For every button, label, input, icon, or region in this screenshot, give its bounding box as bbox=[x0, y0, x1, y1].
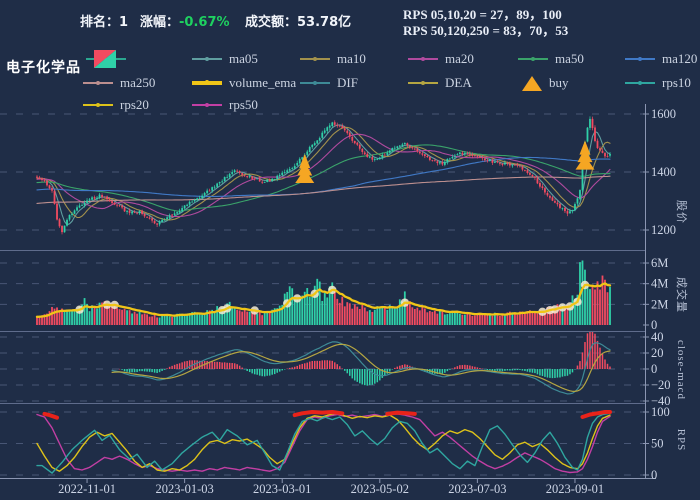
panel-title-price: 股价 bbox=[675, 200, 688, 224]
change-label: 涨幅：-0.67% bbox=[140, 15, 230, 30]
legend-item-rps50: rps50 bbox=[192, 96, 258, 114]
legend-label-volume_ema: volume_ema bbox=[229, 75, 297, 90]
legend-label-rps50: rps50 bbox=[229, 97, 258, 112]
legend-item-ma10: ma10 bbox=[300, 50, 366, 68]
buy-marker-icon bbox=[295, 154, 315, 184]
legend-label-DIF: DIF bbox=[337, 75, 358, 90]
y-tick-label: 4M bbox=[651, 277, 668, 291]
rps-summary-line1: RPS 05,10,20 = 27，89，100 bbox=[403, 7, 562, 22]
panel-title-rps: RPS bbox=[675, 429, 687, 452]
legend-label-ma20: ma20 bbox=[445, 51, 474, 66]
y-tick-label: −40 bbox=[651, 394, 671, 408]
x-tick-label: 2023-09-01 bbox=[546, 482, 604, 496]
legend-item-ma250: ma250 bbox=[83, 74, 155, 92]
legend-swatch-volume_ema bbox=[192, 80, 222, 85]
legend-item-ma120: ma120 bbox=[625, 50, 697, 68]
legend-swatch-rps10 bbox=[625, 81, 655, 85]
legend-item-ma05: ma05 bbox=[192, 50, 258, 68]
legend-label-ma120: ma120 bbox=[662, 51, 698, 66]
turnover-label: 成交额：53.78亿 bbox=[245, 15, 352, 30]
y-tick-label: 20 bbox=[651, 346, 664, 360]
rank-value: 1 bbox=[119, 15, 129, 30]
buy-marker-icon bbox=[575, 140, 595, 170]
legend-swatch-rps20 bbox=[83, 103, 113, 107]
legend-label-buy: buy bbox=[549, 75, 569, 90]
y-tick-label: 0 bbox=[651, 468, 657, 482]
y-tick-label: 0 bbox=[651, 362, 657, 376]
legend-label-rps20: rps20 bbox=[120, 97, 149, 112]
candlestick-legend-icon bbox=[86, 50, 126, 68]
legend-item-DIF: DIF bbox=[300, 74, 358, 92]
rank-label: 排名：1 bbox=[80, 15, 129, 30]
x-tick-label: 2022-11-01 bbox=[58, 482, 116, 496]
legend-label-ma05: ma05 bbox=[229, 51, 258, 66]
y-tick-label: 50 bbox=[651, 437, 664, 451]
turnover-value: 53.78亿 bbox=[297, 15, 352, 30]
legend-swatch-DEA bbox=[408, 81, 438, 85]
legend-label-rps10: rps10 bbox=[662, 75, 691, 90]
buy-triangle-icon bbox=[522, 75, 542, 91]
panel-title-volume: 成交量 bbox=[675, 277, 689, 313]
legend-swatch-ma250 bbox=[83, 81, 113, 85]
x-tick-label: 2023-03-01 bbox=[253, 482, 311, 496]
y-tick-label: 1600 bbox=[651, 107, 676, 121]
legend-swatch-ma20 bbox=[408, 57, 438, 61]
legend-label-ma10: ma10 bbox=[337, 51, 366, 66]
legend-swatch-rps50 bbox=[192, 103, 222, 107]
legend-item-ma20: ma20 bbox=[408, 50, 474, 68]
legend-swatch-ma50 bbox=[518, 57, 548, 61]
legend-item-candles bbox=[86, 50, 126, 68]
legend-swatch-ma10 bbox=[300, 57, 330, 61]
legend-item-buy: buy bbox=[518, 74, 569, 92]
y-tick-label: 0 bbox=[651, 318, 657, 332]
rps-summary-line2: RPS 50,120,250 = 83，70，53 bbox=[403, 23, 569, 38]
y-tick-label: 40 bbox=[651, 330, 664, 344]
x-tick-label: 2023-01-03 bbox=[155, 482, 213, 496]
y-tick-label: 6M bbox=[651, 256, 668, 270]
legend-item-DEA: DEA bbox=[408, 74, 472, 92]
legend-swatch-DIF bbox=[300, 81, 330, 85]
legend-item-ma50: ma50 bbox=[518, 50, 584, 68]
x-tick-label: 2023-05-02 bbox=[351, 482, 409, 496]
y-tick-label: 1400 bbox=[651, 165, 676, 179]
x-tick-label: 2023-07-03 bbox=[448, 482, 506, 496]
y-tick-label: 2M bbox=[651, 297, 668, 311]
legend-item-volume_ema: volume_ema bbox=[192, 74, 296, 92]
y-tick-label: 100 bbox=[651, 405, 670, 419]
y-tick-label: −20 bbox=[651, 378, 671, 392]
legend-label-DEA: DEA bbox=[445, 75, 472, 90]
change-value: -0.67% bbox=[179, 15, 230, 30]
legend-item-rps10: rps10 bbox=[625, 74, 691, 92]
legend-label-ma50: ma50 bbox=[555, 51, 584, 66]
panel-title-macd: close-macd bbox=[675, 340, 687, 400]
legend-swatch-ma120 bbox=[625, 57, 655, 61]
legend-label-ma250: ma250 bbox=[120, 75, 156, 90]
series-title: 电子化学品 bbox=[6, 60, 81, 76]
legend-swatch-ma05 bbox=[192, 57, 222, 61]
legend-item-rps20: rps20 bbox=[83, 96, 149, 114]
y-tick-label: 1200 bbox=[651, 223, 676, 237]
